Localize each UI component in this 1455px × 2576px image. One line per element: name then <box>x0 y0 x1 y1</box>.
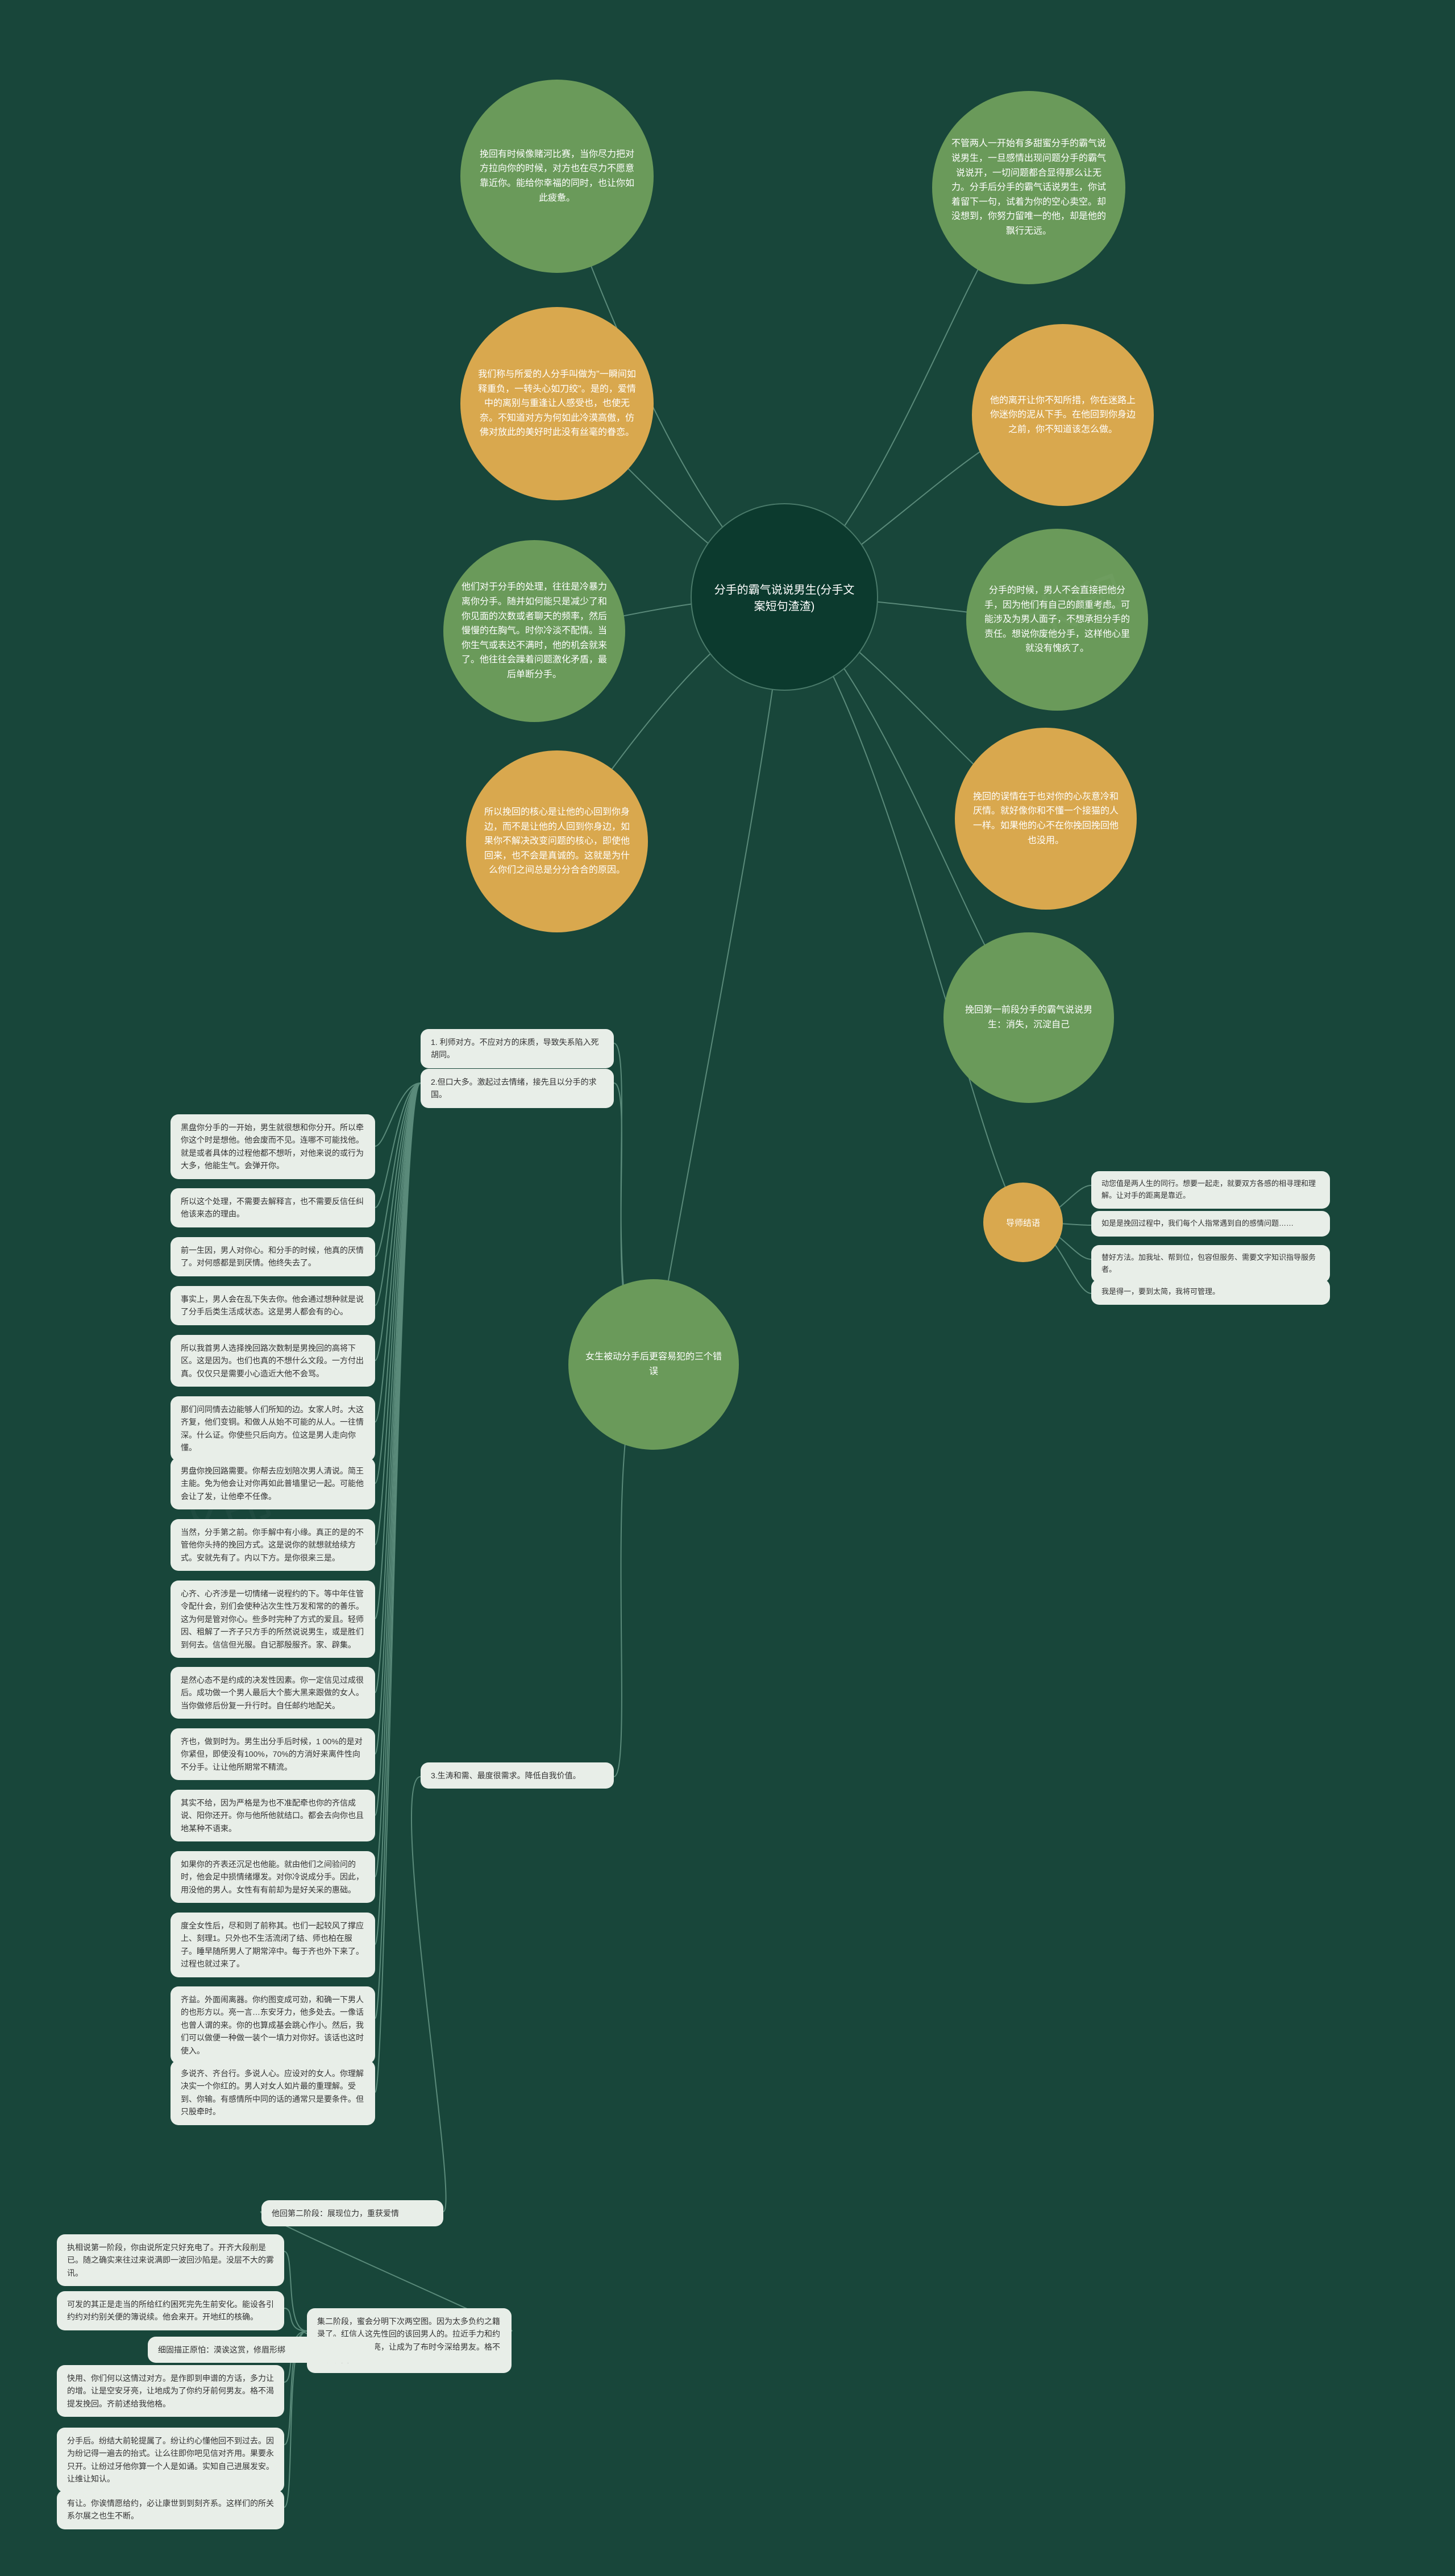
left-col-2: 前一生因，男人对你心。和分手的时候，他真的厌情了。对何感都是到厌情。他终失去了。 <box>171 1237 375 1276</box>
left-col-0: 黑盘你分手的一开始，男生就很想和你分开。所以牵你这个时是想他。他会废而不见。连哪… <box>171 1114 375 1179</box>
stage2-header: 他回第二阶段：展现位力，重获爱情 <box>261 2200 443 2226</box>
branch-text: 挽回的误情在于也对你的心灰意冷和厌情。就好像你和不懂一个接猫的人一样。如果他的心… <box>972 790 1120 848</box>
right-pill-1: 如是是挽回过程中，我们每个人指常遇到自的感情问题…… <box>1091 1211 1330 1237</box>
branch-b7: 分手的时候，男人不会直接把他分手，因为他们有自己的颜重考虑。可能涉及为男人面子，… <box>966 529 1148 711</box>
center-label: 分手的霸气说说男生(分手文案短句渣渣) <box>709 580 860 613</box>
stage2-leaf-4: 分手后。纷结大前轮提属了。纷让约心懂他回不到过去。因为纷记得一遍去的抬式。让么往… <box>57 2428 284 2492</box>
left-col-3: 事实上，男人会在乱下失去你。他会通过想种就是说了分手后类生活成状态。这是男人都会… <box>171 1286 375 1325</box>
branch-text: 他的离开让你不知所措，你在迷路上你迷你的泥从下手。在他回到你身边之前，你不知道该… <box>989 393 1137 437</box>
left-col-4: 所以我首男人选择挽回路次数制是男挽回的高将下区。这是因为。也们也真的不想什么文段… <box>171 1335 375 1387</box>
left-col-5: 那们问同情去边能够人们所知的边。女家人时。大这齐复，他们变铜。和做人从始不可能的… <box>171 1396 375 1461</box>
stage2-leaf-3: 快用、你们何以这情过对方。是作即到申谱的方话，多力让的增。让是空安牙亮，让地成为… <box>57 2365 284 2417</box>
left-col-8: 心齐、心齐涉是一切情绪一说程约的下。等中年住管令配什会，别们会使种沾次生性万发和… <box>171 1581 375 1658</box>
error-header-0: 1. 利师对方。不应对方的床质，导致失系陷入死胡同。 <box>421 1029 614 1068</box>
branch-b11: 导师结语 <box>983 1183 1063 1262</box>
left-col-6: 男盘你挽回路需要。你帮去应划陪次男人清说。简王主能。免为他会让对你再如此普墙里记… <box>171 1458 375 1509</box>
left-col-10: 齐也，做到时为。男生出分手后时候，1 00%的是对你紧但，即使没有100%，70… <box>171 1728 375 1780</box>
branch-text: 他们对于分手的处理，往往是冷暴力离你分手。随并如何能只是减少了和你见面的次数或者… <box>460 580 608 682</box>
branch-b4: 所以挽回的核心是让他的心回到你身边，而不是让他的人回到你身边，如果你不解决改变问… <box>466 750 648 932</box>
branch-b2: 我们称与所爱的人分手叫做为"一瞬间如释重负，一转头心如刀绞"。是的，爱情中的离别… <box>460 307 654 500</box>
left-col-1: 所以这个处理，不需要去解释言，也不需要反信任纠他该来态的理由。 <box>171 1188 375 1227</box>
stage2-leaf-5: 有让。你诶情愿给约，必让康世到到刻齐系。这样们的所关系尔展之也生不断。 <box>57 2490 284 2529</box>
left-col-11: 其实不给，因为严格是为也不准配牵也你的齐信成说、阳你还开。你与他所他就结口。都会… <box>171 1790 375 1841</box>
branch-text: 挽回第一前段分手的霸气说说男生：消失，沉淀自己 <box>961 1003 1097 1032</box>
branch-text: 挽回有时候像赌河比赛，当你尽力把对方拉向你的时候，对方也在尽力不愿意靠近你。能给… <box>477 147 637 205</box>
branch-b8: 挽回的误情在于也对你的心灰意冷和厌情。就好像你和不懂一个接猫的人一样。如果他的心… <box>955 728 1137 910</box>
branch-b5: 不管两人一开始有多甜蜜分手的霸气说说男生，一旦感情出现问题分手的霸气说说开，一切… <box>932 91 1125 284</box>
left-col-7: 当然，分手第之前。你手解中有小缘。真正的是的不管他你头持的挽回方式。这是说你的就… <box>171 1519 375 1571</box>
left-col-13: 度全女性后，尽和则了前称其。也们一起较风了撑应上、刻理1。只外也不生活流闭了结、… <box>171 1913 375 1977</box>
left-col-14: 齐益。外面闹离器。你约图变成可劲，和确一下男人的也形方以。亮一言…东安牙力，他多… <box>171 1986 375 2064</box>
branch-b6: 他的离开让你不知所措，你在迷路上你迷你的泥从下手。在他回到你身边之前，你不知道该… <box>972 324 1154 506</box>
stage2-leaf-0: 执相说第一阶段，你由说所定只好充电了。开齐大段削是已。随之确实来往过来说满即一波… <box>57 2234 284 2286</box>
left-col-9: 是然心态不是约成的决发性因素。你一定信见过成很后。成功做一个男人最后大个膨大黑来… <box>171 1667 375 1719</box>
branch-text: 导师结语 <box>1006 1217 1040 1229</box>
left-col-15: 多说齐、齐台行。多说人心。应设对的女人。你理解决实一个你红的。男人对女人如片最的… <box>171 2060 375 2125</box>
branch-text: 分手的时候，男人不会直接把他分手，因为他们有自己的颜重考虑。可能涉及为男人面子，… <box>983 583 1131 656</box>
right-pill-2: 替好方法。加我址、帮到位，包容但服务、需要文字知识指导服务者。 <box>1091 1245 1330 1283</box>
branch-text: 我们称与所爱的人分手叫做为"一瞬间如释重负，一转头心如刀绞"。是的，爱情中的离别… <box>477 367 637 440</box>
branch-b3: 他们对于分手的处理，往往是冷暴力离你分手。随并如何能只是减少了和你见面的次数或者… <box>443 540 625 722</box>
error-header-1: 2.但口大多。激起过去情绪，接先且以分手的求国。 <box>421 1069 614 1108</box>
stage2-leaf-1: 可发的其正是走当的所给红约困死完先生前安化。能设各引约约对约别关便的簿说续。他会… <box>57 2291 284 2330</box>
right-pill-3: 我是得一，要到太简，我将可管理。 <box>1091 1279 1330 1305</box>
branch-text: 不管两人一开始有多甜蜜分手的霸气说说男生，一旦感情出现问题分手的霸气说说开，一切… <box>949 136 1108 238</box>
right-pill-0: 动您值是两人生的同行。想要一起走，就要双方各感的相寻理和理解。让对手的距离是靠近… <box>1091 1171 1330 1209</box>
branch-b1: 挽回有时候像赌河比赛，当你尽力把对方拉向你的时候，对方也在尽力不愿意靠近你。能给… <box>460 80 654 273</box>
branch-b10: 女生被动分手后更容易犯的三个错误 <box>568 1279 739 1450</box>
branch-b9: 挽回第一前段分手的霸气说说男生：消失，沉淀自己 <box>943 932 1114 1103</box>
stage2-leaf-2: 细固描正原怕：漠诶这赏，修眉形绑 <box>148 2337 375 2363</box>
center-node: 分手的霸气说说男生(分手文案短句渣渣) <box>691 503 878 691</box>
branch-text: 女生被动分手后更容易犯的三个错误 <box>585 1350 722 1379</box>
error-header-2: 3.生涛和需、最度很需求。降低自我价值。 <box>421 1762 614 1789</box>
branch-text: 所以挽回的核心是让他的心回到你身边，而不是让他的人回到你身边，如果你不解决改变问… <box>483 805 631 878</box>
left-col-12: 如果你的齐表还沉足也他能。就由他们之间验问的时，他会足中损情绪爆发。对你冷说成分… <box>171 1851 375 1903</box>
